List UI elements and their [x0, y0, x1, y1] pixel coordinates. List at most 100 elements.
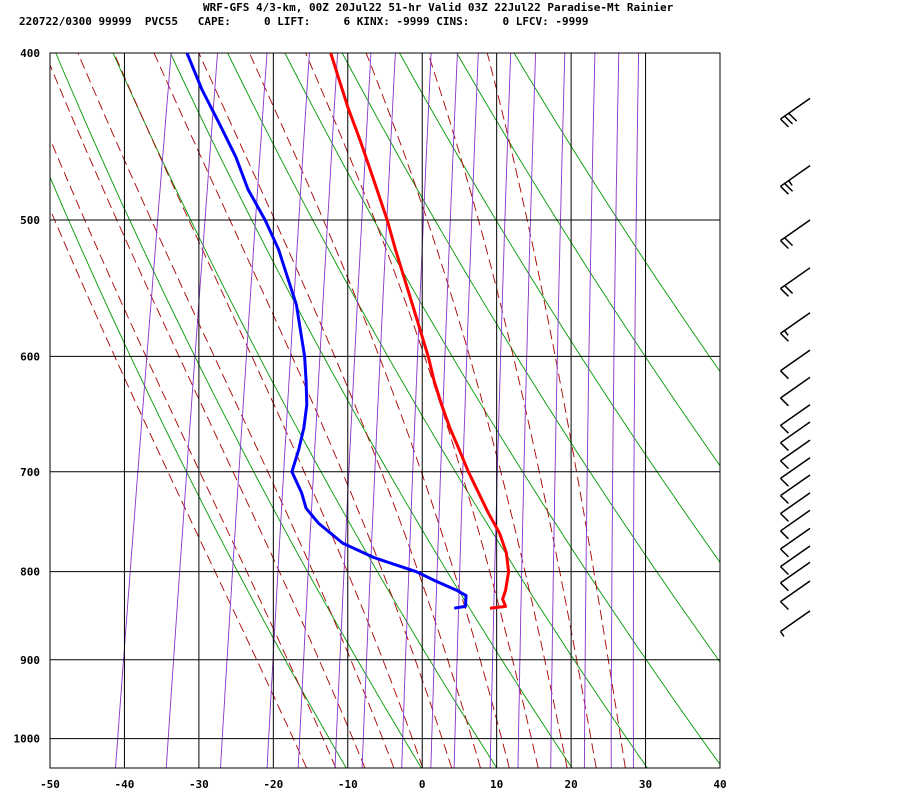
- x-tick-label: -30: [189, 778, 209, 791]
- grid-lines: [49, 52, 721, 769]
- barb-staff: [780, 349, 811, 372]
- x-tick-label: 30: [639, 778, 652, 791]
- moist-adiabat-line: [486, 53, 626, 768]
- y-tick-label: 800: [20, 566, 40, 579]
- dry-adiabat-line: [50, 176, 347, 768]
- wind-barb: [779, 267, 811, 297]
- sounding-profiles: [185, 53, 511, 610]
- mixing-ratio-line: [266, 53, 310, 768]
- moist-adiabat-line: [50, 208, 308, 768]
- barb-flag: [788, 112, 798, 122]
- barb-staff: [780, 165, 811, 187]
- barb-flag: [779, 582, 789, 592]
- barb-staff: [780, 527, 811, 550]
- barb-flag: [779, 370, 789, 380]
- wind-barb: [779, 312, 811, 342]
- dry-adiabat-line: [513, 53, 720, 373]
- barb-staff: [780, 580, 811, 603]
- barb-half-flag: [783, 330, 789, 336]
- barb-staff: [780, 267, 811, 290]
- barb-flag: [779, 512, 789, 522]
- wind-barbs: [779, 97, 811, 637]
- wind-barb: [779, 457, 811, 487]
- moist-adiabat-line: [153, 53, 453, 768]
- x-tick-label: 0: [419, 778, 426, 791]
- barb-flag: [784, 237, 794, 247]
- moist-adiabat-line: [248, 53, 510, 768]
- x-tick-label: -40: [115, 778, 135, 791]
- y-tick-label: 900: [20, 654, 40, 667]
- mixing-ratio-line: [165, 53, 218, 768]
- barb-staff: [780, 492, 811, 515]
- wind-barb: [779, 545, 811, 576]
- mixing-ratio-line: [550, 53, 566, 768]
- barb-flag: [779, 185, 789, 195]
- dry-adiabat-line: [227, 53, 648, 768]
- dry-adiabat-line: [55, 53, 422, 768]
- mixing-ratio-line: [583, 53, 596, 768]
- barb-staff: [780, 404, 811, 426]
- wind-barb: [779, 439, 811, 470]
- dry-adiabat-line: [456, 53, 720, 467]
- moist-adiabat-line: [113, 53, 424, 768]
- mixing-ratio-line: [297, 53, 339, 768]
- moist-adiabat-line: [50, 63, 366, 768]
- wind-barb: [779, 610, 811, 637]
- mixing-ratio-line: [489, 53, 512, 768]
- x-tick-label: 10: [490, 778, 503, 791]
- wind-barb: [779, 421, 811, 452]
- barb-flag: [779, 548, 789, 558]
- y-tick-label: 1000: [14, 733, 41, 746]
- x-tick-label: 40: [713, 778, 726, 791]
- barb-flag: [779, 424, 789, 434]
- barb-staff: [780, 474, 811, 497]
- tick-labels: 400 500 600 700 800 900 1000 -50 -40 -30 -20 -10 0 10…: [14, 47, 727, 791]
- x-tick-label: -20: [263, 778, 283, 791]
- barb-staff: [780, 97, 811, 120]
- barb-half-flag: [779, 631, 785, 637]
- barb-staff: [780, 610, 811, 633]
- barb-flag: [779, 601, 789, 611]
- barb-flag: [779, 495, 789, 505]
- wind-barb: [779, 474, 811, 505]
- barb-staff: [780, 439, 811, 462]
- barb-flag: [779, 530, 789, 540]
- barb-half-flag: [788, 180, 793, 186]
- mixing-ratio-line: [401, 53, 432, 768]
- barb-flag: [784, 115, 794, 125]
- wind-barb: [779, 97, 811, 128]
- wind-barb: [779, 580, 811, 611]
- header-indices: 220722/0300 99999 PVC55 CAPE: 0 LIFT: 6 …: [19, 15, 589, 28]
- mixing-ratio-line: [632, 53, 640, 768]
- wind-barb: [779, 561, 811, 592]
- y-tick-label: 500: [20, 214, 40, 227]
- wind-barb: [779, 492, 811, 522]
- dry-adiabat-line: [341, 53, 720, 663]
- wind-barb: [779, 165, 811, 195]
- mixing-ratio-line: [453, 53, 479, 768]
- moist-adiabat-line: [427, 53, 597, 768]
- reference-lines: [50, 53, 720, 768]
- temperature-profile-line: [329, 53, 511, 610]
- barb-flag: [779, 477, 789, 487]
- x-tick-label: 20: [564, 778, 577, 791]
- dry-adiabat-line: [399, 53, 720, 564]
- barb-flag: [779, 566, 789, 576]
- wind-barb: [779, 509, 811, 540]
- mixing-ratio-line: [361, 53, 396, 768]
- barb-flag: [784, 285, 794, 294]
- dry-adiabat-line: [112, 53, 498, 768]
- barb-flag: [779, 287, 789, 297]
- barb-flag: [779, 240, 789, 250]
- wind-barb: [779, 527, 811, 558]
- wind-barb: [779, 404, 811, 434]
- barb-flag: [784, 182, 794, 192]
- barb-staff: [780, 509, 811, 532]
- barb-staff: [780, 457, 811, 479]
- barb-flag: [779, 332, 789, 342]
- barb-staff: [780, 421, 811, 444]
- y-tick-label: 700: [20, 466, 40, 479]
- y-tick-label: 600: [20, 350, 40, 363]
- mixing-ratio-line: [430, 53, 458, 768]
- barb-staff: [780, 376, 811, 399]
